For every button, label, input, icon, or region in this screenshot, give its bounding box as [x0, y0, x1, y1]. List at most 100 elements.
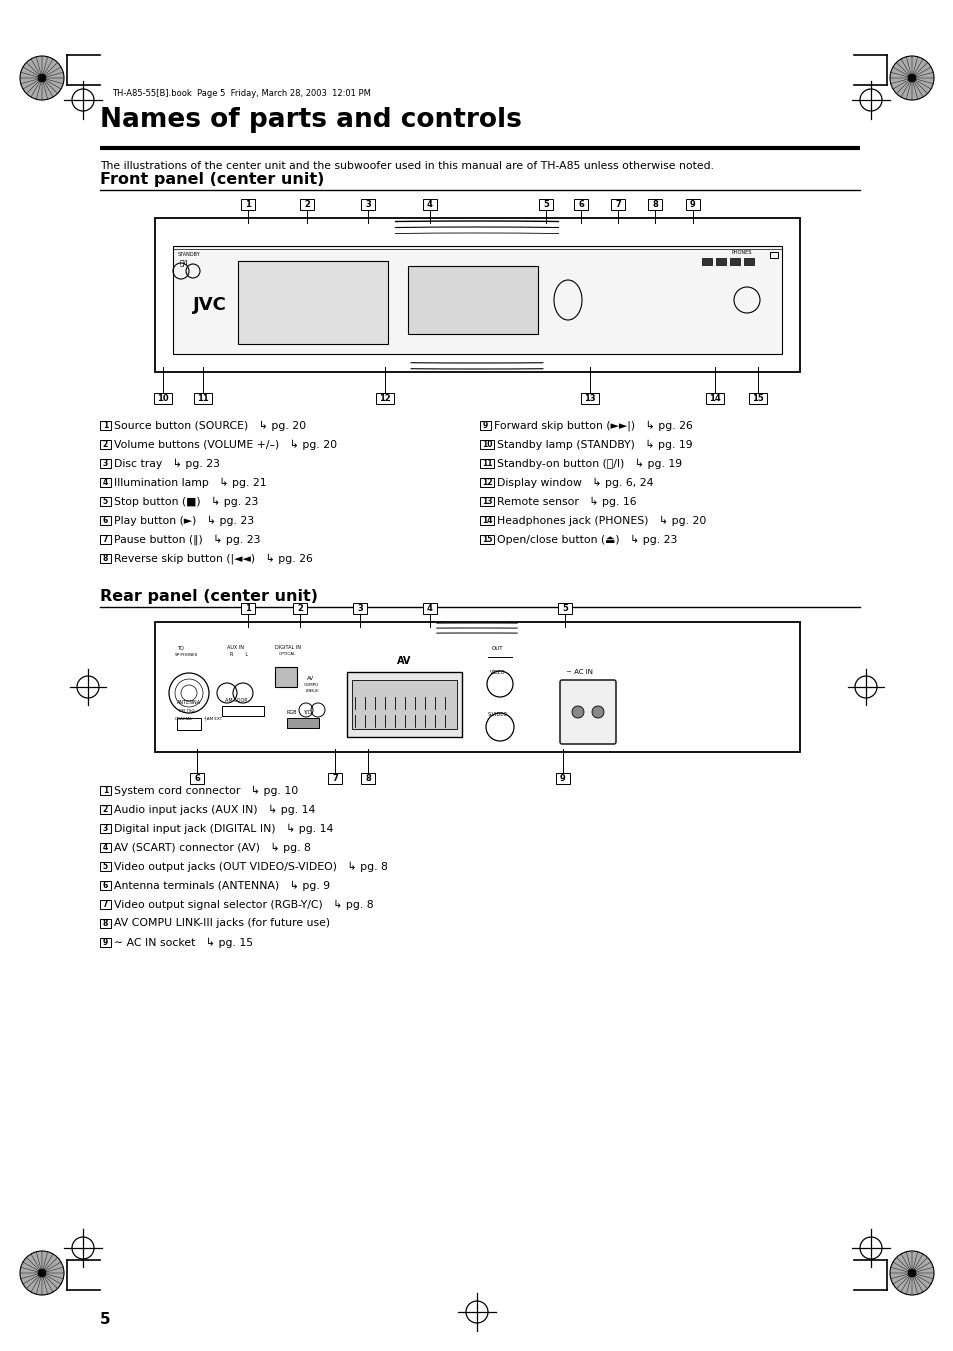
- FancyBboxPatch shape: [360, 199, 375, 209]
- FancyBboxPatch shape: [538, 199, 553, 209]
- FancyBboxPatch shape: [360, 773, 375, 784]
- Text: Video output jacks (OUT VIDEO/S-VIDEO)   ↳ pg. 8: Video output jacks (OUT VIDEO/S-VIDEO) ↳…: [113, 862, 388, 871]
- Text: Front panel (center unit): Front panel (center unit): [100, 172, 324, 186]
- Text: TH-A85-55[B].book  Page 5  Friday, March 28, 2003  12:01 PM: TH-A85-55[B].book Page 5 Friday, March 2…: [112, 89, 371, 97]
- Text: 4: 4: [103, 843, 108, 852]
- Text: 5: 5: [542, 200, 548, 209]
- Bar: [352, 680, 456, 730]
- Text: 12: 12: [481, 478, 492, 486]
- Text: Audio input jacks (AUX IN)   ↳ pg. 14: Audio input jacks (AUX IN) ↳ pg. 14: [113, 804, 315, 815]
- Text: 3: 3: [103, 824, 108, 834]
- Text: 11: 11: [481, 459, 492, 467]
- FancyBboxPatch shape: [100, 805, 111, 815]
- Text: Standby lamp (STANDBY)   ↳ pg. 19: Standby lamp (STANDBY) ↳ pg. 19: [497, 439, 692, 450]
- Text: OPTICAL: OPTICAL: [278, 653, 296, 657]
- Bar: [701, 258, 711, 265]
- Text: ⏻/I: ⏻/I: [180, 259, 189, 266]
- Text: 4: 4: [427, 200, 433, 209]
- FancyBboxPatch shape: [241, 603, 254, 613]
- FancyBboxPatch shape: [479, 459, 494, 467]
- FancyBboxPatch shape: [100, 497, 111, 507]
- FancyBboxPatch shape: [479, 497, 494, 507]
- FancyBboxPatch shape: [647, 199, 661, 209]
- Text: COMPU: COMPU: [304, 684, 319, 688]
- FancyBboxPatch shape: [479, 516, 494, 526]
- Text: Standby-on button (⏻/I)   ↳ pg. 19: Standby-on button (⏻/I) ↳ pg. 19: [497, 458, 681, 469]
- Text: 8: 8: [652, 200, 658, 209]
- Bar: [769, 253, 778, 258]
- Text: FM 75Ω: FM 75Ω: [179, 709, 194, 713]
- FancyBboxPatch shape: [685, 199, 700, 209]
- Text: 8: 8: [103, 554, 108, 563]
- Bar: [347, 671, 461, 738]
- Bar: [743, 258, 753, 265]
- Text: 10: 10: [481, 440, 492, 449]
- Text: 6: 6: [193, 774, 200, 784]
- Text: 1: 1: [245, 604, 251, 613]
- Text: 7: 7: [103, 535, 108, 544]
- Text: 11: 11: [197, 394, 209, 403]
- Text: Remote sensor   ↳ pg. 16: Remote sensor ↳ pg. 16: [497, 496, 636, 507]
- FancyBboxPatch shape: [100, 824, 111, 834]
- Text: 5: 5: [103, 862, 108, 871]
- Text: 15: 15: [751, 394, 763, 403]
- FancyBboxPatch shape: [100, 554, 111, 563]
- FancyBboxPatch shape: [100, 440, 111, 449]
- FancyBboxPatch shape: [100, 843, 111, 852]
- FancyBboxPatch shape: [479, 422, 491, 430]
- Text: Illumination lamp   ↳ pg. 21: Illumination lamp ↳ pg. 21: [113, 477, 266, 488]
- FancyBboxPatch shape: [293, 603, 307, 613]
- Text: ANTENNA: ANTENNA: [177, 700, 201, 705]
- Text: Headphones jack (PHONES)   ↳ pg. 20: Headphones jack (PHONES) ↳ pg. 20: [497, 515, 705, 526]
- Text: 7: 7: [332, 774, 337, 784]
- Text: 14: 14: [481, 516, 492, 526]
- FancyBboxPatch shape: [100, 862, 111, 871]
- FancyBboxPatch shape: [100, 900, 111, 909]
- FancyBboxPatch shape: [610, 199, 624, 209]
- Text: RGB: RGB: [287, 711, 297, 715]
- FancyBboxPatch shape: [100, 786, 111, 794]
- Text: 9: 9: [482, 422, 488, 430]
- FancyBboxPatch shape: [705, 393, 723, 404]
- Text: VIDEO: VIDEO: [490, 670, 505, 676]
- Text: Names of parts and controls: Names of parts and controls: [100, 107, 521, 132]
- FancyBboxPatch shape: [299, 199, 314, 209]
- Text: 2: 2: [296, 604, 303, 613]
- FancyBboxPatch shape: [190, 773, 204, 784]
- Text: Source button (SOURCE)   ↳ pg. 20: Source button (SOURCE) ↳ pg. 20: [113, 420, 306, 431]
- Text: SP·PHONES: SP·PHONES: [174, 653, 198, 657]
- FancyBboxPatch shape: [100, 459, 111, 467]
- Circle shape: [907, 74, 915, 82]
- Text: 1: 1: [103, 786, 108, 794]
- FancyBboxPatch shape: [479, 440, 494, 449]
- FancyBboxPatch shape: [100, 422, 111, 430]
- Bar: [154, 218, 800, 372]
- FancyBboxPatch shape: [100, 938, 111, 947]
- Text: Display window   ↳ pg. 6, 24: Display window ↳ pg. 6, 24: [497, 477, 653, 488]
- FancyBboxPatch shape: [422, 603, 436, 613]
- Text: 14: 14: [708, 394, 720, 403]
- Text: ∼ AC IN socket   ↳ pg. 15: ∼ AC IN socket ↳ pg. 15: [113, 938, 253, 947]
- Text: Digital input jack (DIGITAL IN)   ↳ pg. 14: Digital input jack (DIGITAL IN) ↳ pg. 14: [113, 823, 333, 834]
- Text: 9: 9: [103, 938, 108, 947]
- FancyBboxPatch shape: [353, 603, 367, 613]
- Bar: [274, 667, 296, 688]
- Text: LINK-III: LINK-III: [306, 689, 319, 693]
- FancyBboxPatch shape: [422, 199, 436, 209]
- FancyBboxPatch shape: [328, 773, 341, 784]
- Text: Stop button (■)   ↳ pg. 23: Stop button (■) ↳ pg. 23: [113, 496, 258, 507]
- Text: 2: 2: [103, 440, 108, 449]
- FancyBboxPatch shape: [558, 603, 572, 613]
- FancyBboxPatch shape: [193, 393, 212, 404]
- FancyBboxPatch shape: [479, 478, 494, 486]
- Text: Pause button (‖)   ↳ pg. 23: Pause button (‖) ↳ pg. 23: [113, 534, 260, 544]
- Text: 8: 8: [365, 774, 371, 784]
- Text: AUX IN: AUX IN: [227, 644, 244, 650]
- Text: 5: 5: [103, 497, 108, 507]
- Text: Forward skip button (►►|)   ↳ pg. 26: Forward skip button (►►|) ↳ pg. 26: [494, 420, 692, 431]
- Text: 3: 3: [356, 604, 362, 613]
- Text: Play button (►)   ↳ pg. 23: Play button (►) ↳ pg. 23: [113, 515, 253, 526]
- Text: S-VIDEO: S-VIDEO: [488, 712, 508, 717]
- Bar: [729, 258, 740, 265]
- Text: STANDBY: STANDBY: [178, 253, 200, 257]
